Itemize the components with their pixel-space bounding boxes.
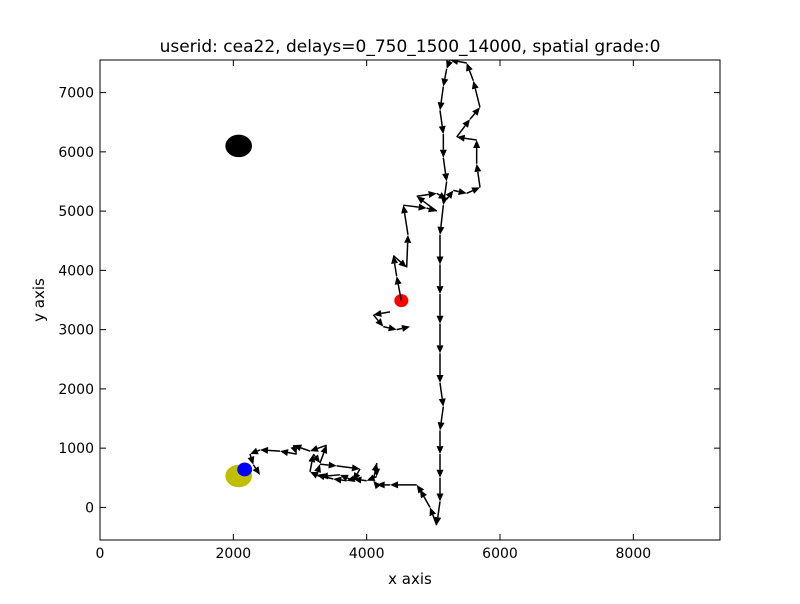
path-arrow-shaft <box>268 450 280 451</box>
path-arrow-shaft <box>361 480 366 481</box>
x-tick-label: 8000 <box>616 546 652 562</box>
x-tick-label: 0 <box>96 546 105 562</box>
y-tick-label: 6000 <box>58 145 94 161</box>
y-tick-label: 5000 <box>58 204 94 220</box>
x-tick-label: 6000 <box>482 546 518 562</box>
path-arrow-shaft <box>374 477 377 478</box>
path-arrow-shaft <box>407 243 408 268</box>
y-tick-label: 0 <box>85 500 94 516</box>
chart-title: userid: cea22, delays=0_750_1500_14000, … <box>160 37 661 57</box>
y-tick-label: 3000 <box>58 323 94 339</box>
marker-blue-top <box>237 463 252 477</box>
path-arrow-shaft <box>427 208 429 209</box>
y-tick-label: 1000 <box>58 441 94 457</box>
path-arrow-shaft <box>293 445 294 446</box>
y-tick-label: 2000 <box>58 382 94 398</box>
x-tick-label: 2000 <box>216 546 252 562</box>
x-axis-label: x axis <box>388 570 432 588</box>
path-arrow-shaft <box>257 450 260 451</box>
path-arrow-shaft <box>320 464 329 465</box>
y-axis-label: y axis <box>30 278 48 322</box>
y-tick-label: 4000 <box>58 263 94 279</box>
path-arrow-shaft <box>250 454 251 457</box>
path-arrow-shaft <box>328 475 340 476</box>
y-tick-label: 7000 <box>58 86 94 102</box>
marker-black <box>225 135 252 158</box>
x-tick-label: 4000 <box>349 546 385 562</box>
